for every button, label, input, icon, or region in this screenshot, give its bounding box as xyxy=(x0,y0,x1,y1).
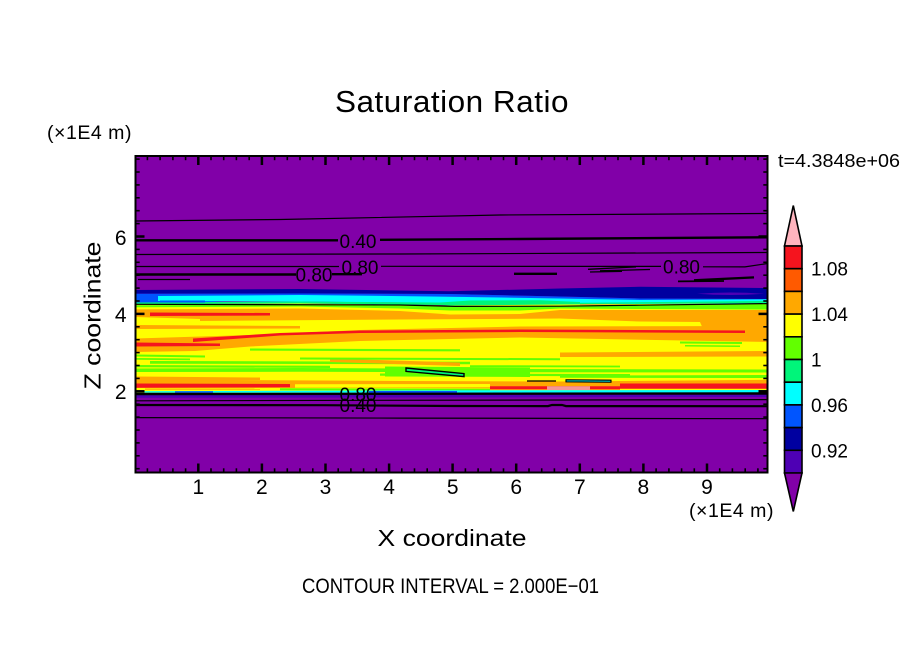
svg-text:0.80: 0.80 xyxy=(340,385,377,406)
svg-text:(×1E4 m): (×1E4 m) xyxy=(689,501,774,522)
svg-text:t=4.3848e+06: t=4.3848e+06 xyxy=(778,151,900,171)
svg-text:8: 8 xyxy=(638,476,650,499)
svg-text:4: 4 xyxy=(383,476,395,499)
svg-text:0.80: 0.80 xyxy=(296,266,333,287)
svg-text:0.96: 0.96 xyxy=(811,396,848,417)
svg-text:9: 9 xyxy=(701,476,713,499)
svg-text:X coordinate: X coordinate xyxy=(378,525,527,551)
svg-text:(×1E4 m): (×1E4 m) xyxy=(47,123,132,144)
svg-text:Saturation Ratio: Saturation Ratio xyxy=(335,84,569,119)
svg-text:2: 2 xyxy=(115,381,127,404)
svg-text:4: 4 xyxy=(115,304,127,327)
svg-text:Z coordinate: Z coordinate xyxy=(80,242,106,390)
svg-text:5: 5 xyxy=(447,476,459,499)
svg-text:7: 7 xyxy=(574,476,586,499)
svg-text:0.80: 0.80 xyxy=(342,258,379,279)
svg-text:6: 6 xyxy=(115,227,127,250)
svg-text:6: 6 xyxy=(510,476,522,499)
svg-text:0.40: 0.40 xyxy=(340,396,377,417)
svg-text:1: 1 xyxy=(192,476,204,499)
svg-text:1.04: 1.04 xyxy=(811,305,848,326)
svg-text:1.08: 1.08 xyxy=(811,260,848,281)
svg-text:0.40: 0.40 xyxy=(340,232,377,253)
svg-text:1: 1 xyxy=(811,351,822,372)
svg-text:CONTOUR INTERVAL = 2.000E−01: CONTOUR INTERVAL = 2.000E−01 xyxy=(302,575,599,598)
svg-text:2: 2 xyxy=(256,476,268,499)
svg-text:3: 3 xyxy=(320,476,332,499)
svg-text:0.80: 0.80 xyxy=(663,258,700,279)
svg-text:0.92: 0.92 xyxy=(811,441,848,462)
